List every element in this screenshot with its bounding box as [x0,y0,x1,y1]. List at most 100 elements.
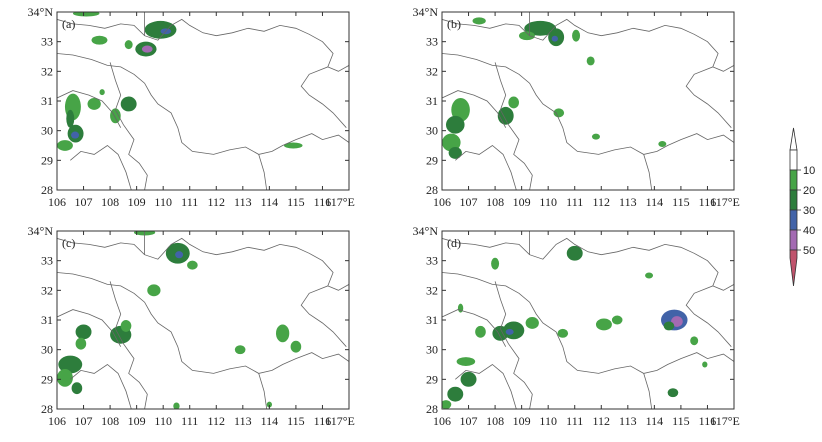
lon-label: 114 [261,195,279,209]
colorbar-label: 10 [803,165,815,177]
boundary-line [455,364,517,409]
boundary-line [57,53,349,155]
lon-label: 108 [101,414,119,428]
panel-label: (a) [62,17,75,31]
lon-label: 117°E [710,414,740,428]
precip-cell [57,368,73,387]
precip-cell [75,324,92,340]
lon-label: 106 [433,414,451,428]
lat-label: 30 [426,343,438,357]
lon-label: 107 [460,195,478,209]
precip-cell [505,328,514,335]
colorbar-legend: 10 20 30 40 50 [789,127,815,287]
lon-label: 108 [486,195,504,209]
lon-label: 107 [75,195,93,209]
precip-cell [75,337,87,350]
lat-label: 33 [426,254,438,268]
lon-label: 114 [261,414,279,428]
precip-cell [173,402,180,409]
lon-label: 108 [486,414,504,428]
lat-label: 32 [426,64,438,78]
colorbar-label: 50 [803,245,815,257]
lat-label: 31 [41,313,53,327]
boundary-line [57,90,122,128]
precip-cell [451,98,470,122]
precip-cell [572,29,581,42]
lon-label: 113 [234,195,252,209]
boundary-line [327,65,349,72]
lon-label: 113 [234,414,252,428]
precip-cell [71,131,80,139]
lon-label: 113 [619,195,637,209]
boundary-line [57,18,347,128]
precip-cells [57,12,303,151]
map-frame [441,230,735,410]
lat-label: 32 [426,283,438,297]
colorbar-band [789,149,798,171]
precip-cell [91,35,108,45]
boundary-line [442,53,734,155]
precip-cell [566,245,583,261]
colorbar-band [789,169,798,191]
lon-label: 117°E [325,195,355,209]
lat-label: 32 [41,283,53,297]
precip-cell [442,133,461,152]
lat-label: 28 [426,183,438,197]
lon-label: 112 [207,414,225,428]
colorbar-label: 30 [803,205,815,217]
lon-label: 106 [433,195,451,209]
boundary-line [57,237,347,347]
precip-cell [72,12,100,17]
lon-label: 111 [181,195,198,209]
precip-cell [551,35,559,42]
lat-label: 32 [41,64,53,78]
lat-label: 31 [426,94,438,108]
precip-cell [595,318,612,331]
lon-label: 106 [48,414,66,428]
lon-label: 110 [154,414,172,428]
panel-label: (c) [62,236,75,250]
colorbar-band [789,229,798,251]
precip-cell [58,355,83,374]
boundary-line [109,62,148,190]
precip-cell [460,371,477,387]
province-boundaries [442,12,734,190]
boundary-line [455,145,517,190]
lat-label: 33 [426,35,438,49]
boundary-line [643,154,653,190]
boundary-line [643,373,653,409]
lon-label: 112 [207,195,225,209]
lon-label: 109 [128,195,146,209]
precip-cell [276,324,290,343]
precip-cell [524,20,557,36]
precip-cell [141,45,153,53]
precip-cell [690,336,699,346]
colorbar-label: 40 [803,225,815,237]
lon-label: 116 [314,195,332,209]
province-boundaries [442,231,734,409]
boundary-line [442,90,507,128]
lon-label: 109 [513,195,531,209]
boundary-line [494,281,533,409]
lat-label: 34°N [28,5,54,19]
precip-cell [557,328,569,338]
lat-label: 29 [41,372,53,386]
lon-label: 113 [619,414,637,428]
precip-cell [491,257,500,270]
lon-label: 111 [566,414,583,428]
lon-label: 108 [101,195,119,209]
colorbar-label: 20 [803,185,815,197]
precip-cell [71,382,83,395]
lon-label: 109 [128,414,146,428]
precip-cell [671,316,683,327]
lon-label: 114 [646,414,664,428]
province-boundaries [57,231,349,409]
lat-label: 33 [41,35,53,49]
precip-cell [663,321,675,331]
precip-cell [120,320,132,332]
precip-cell [266,401,273,408]
lon-label: 112 [592,195,610,209]
lat-label: 30 [41,124,53,138]
lon-label: 107 [460,414,478,428]
